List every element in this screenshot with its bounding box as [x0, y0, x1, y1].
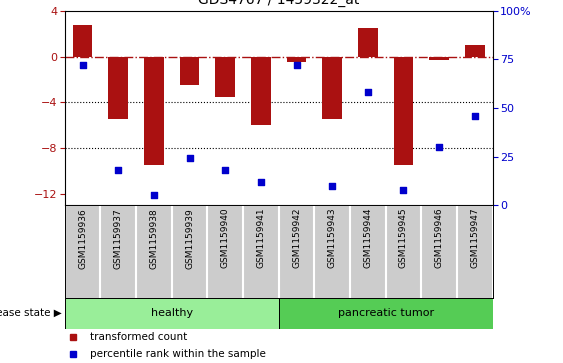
Bar [216, 57, 235, 97]
Point [149, 192, 158, 198]
Bar [109, 57, 128, 119]
Bar [287, 57, 306, 62]
Text: GSM1159939: GSM1159939 [185, 208, 194, 269]
Text: GSM1159945: GSM1159945 [399, 208, 408, 269]
Point [399, 187, 408, 192]
Bar [465, 45, 485, 57]
Bar [358, 28, 378, 57]
Text: GSM1159946: GSM1159946 [435, 208, 444, 269]
Point [256, 179, 265, 185]
Text: GSM1159944: GSM1159944 [363, 208, 372, 268]
Point [328, 183, 337, 189]
Bar [65, 298, 279, 329]
Bar [323, 57, 342, 119]
Point [292, 62, 301, 68]
Text: pancreatic tumor: pancreatic tumor [338, 308, 434, 318]
Point [221, 167, 230, 173]
Text: GSM1159942: GSM1159942 [292, 208, 301, 268]
Text: percentile rank within the sample: percentile rank within the sample [91, 349, 266, 359]
Bar [144, 57, 164, 165]
Bar [279, 298, 493, 329]
Text: transformed count: transformed count [91, 332, 187, 342]
Text: GSM1159937: GSM1159937 [114, 208, 123, 269]
Title: GDS4767 / 1459322_at: GDS4767 / 1459322_at [198, 0, 359, 7]
Bar [73, 25, 92, 57]
Point [363, 90, 372, 95]
Bar [394, 57, 413, 165]
Text: GSM1159940: GSM1159940 [221, 208, 230, 269]
Point [470, 113, 479, 119]
Point [185, 156, 194, 162]
Point [114, 167, 123, 173]
Text: GSM1159947: GSM1159947 [470, 208, 479, 269]
Bar [251, 57, 271, 125]
Text: GSM1159936: GSM1159936 [78, 208, 87, 269]
Point [435, 144, 444, 150]
Text: GSM1159943: GSM1159943 [328, 208, 337, 269]
Text: GSM1159938: GSM1159938 [149, 208, 158, 269]
Text: healthy: healthy [151, 308, 193, 318]
Point [78, 62, 87, 68]
Bar [430, 57, 449, 60]
Text: GSM1159941: GSM1159941 [256, 208, 265, 269]
Bar [180, 57, 199, 85]
Text: disease state ▶: disease state ▶ [0, 308, 62, 318]
